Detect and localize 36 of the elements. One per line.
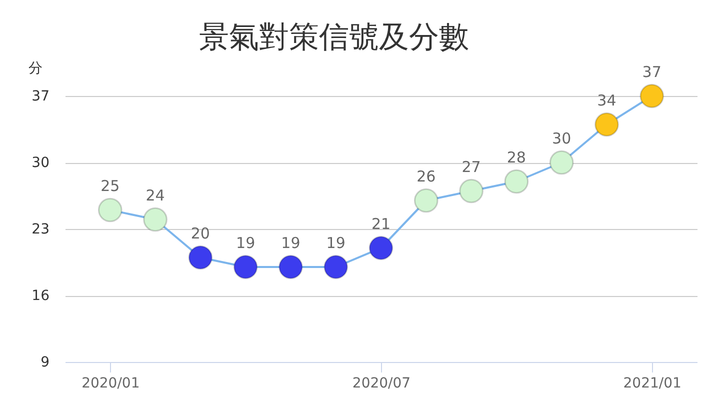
data-label: 19 <box>236 234 256 252</box>
point <box>368 236 394 260</box>
point <box>504 169 529 194</box>
point <box>233 254 258 280</box>
data-label: 27 <box>462 158 481 176</box>
point <box>143 207 168 232</box>
point <box>98 198 122 222</box>
data-label: 20 <box>190 224 210 242</box>
data-label: 25 <box>100 177 120 195</box>
point <box>188 245 213 270</box>
data-label: 19 <box>326 234 346 252</box>
point <box>324 254 348 280</box>
y-tick-label: 37 <box>32 88 50 104</box>
point <box>459 178 484 204</box>
x-tick-label: 2021/01 <box>623 376 682 392</box>
data-label: 30 <box>552 130 572 148</box>
x-tick-label: 2020/01 <box>82 376 140 392</box>
x-tick-label: 2020/07 <box>352 376 411 392</box>
point <box>278 254 303 280</box>
data-label: 19 <box>281 234 300 252</box>
y-tick-label: 9 <box>40 354 50 370</box>
data-label: 24 <box>146 186 165 204</box>
data-label: 28 <box>506 148 526 166</box>
point <box>414 188 438 213</box>
chart-title: 景氣對策信號及分數 <box>199 20 469 55</box>
data-label: 21 <box>371 215 391 233</box>
data-label: 34 <box>597 92 616 110</box>
y-tick-label: 16 <box>32 288 50 304</box>
y-tick-label: 30 <box>32 155 50 171</box>
data-label: 37 <box>642 63 662 81</box>
point <box>594 112 619 137</box>
point <box>549 150 574 175</box>
point <box>640 84 664 108</box>
y-axis-title: 分 <box>28 60 42 76</box>
y-tick-label: 23 <box>32 222 50 238</box>
data-label: 26 <box>416 168 436 186</box>
